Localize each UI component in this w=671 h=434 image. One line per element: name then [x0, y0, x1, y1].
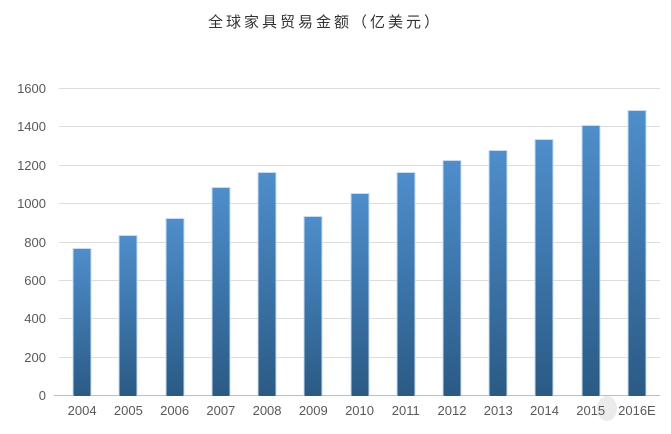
gridline — [59, 88, 660, 89]
x-tick-label-2016E: 2016E — [618, 403, 656, 418]
x-tick-label-2009: 2009 — [298, 403, 328, 418]
bar-cell-2009 — [290, 89, 336, 396]
chart-title: 全球家具贸易金额（亿美元） — [207, 15, 442, 31]
x-tick-label-2014: 2014 — [530, 403, 559, 418]
bar-cell-2006 — [151, 89, 197, 396]
plot-area: 0 200 400 600 800 1000 1200 1400 1600 2004 2005 20… — [17, 82, 660, 418]
bar-2015 — [581, 125, 601, 396]
y-tick-label: 1000 — [17, 196, 46, 212]
bar-2004 — [72, 248, 92, 396]
bar-2016E — [627, 110, 647, 396]
bar-2012 — [442, 160, 462, 396]
bar-cell-2016E — [614, 89, 660, 396]
x-tick-label-2012: 2012 — [437, 403, 467, 418]
bar-cell-2005 — [105, 89, 151, 396]
bars-layer — [59, 89, 660, 396]
bar-cell-2013 — [475, 89, 521, 396]
gridline — [59, 126, 660, 128]
bar-cell-2010 — [336, 89, 382, 396]
bar-cell-2011 — [383, 89, 429, 396]
gridline — [59, 164, 660, 166]
bar-2007 — [211, 186, 231, 396]
bar-2005 — [118, 234, 138, 396]
y-tick-label: 1400 — [17, 119, 46, 135]
bar-cell-2015 — [568, 89, 614, 396]
bar-2006 — [165, 217, 185, 396]
bar-2013 — [488, 150, 508, 396]
y-tick-label: 800 — [24, 234, 46, 250]
y-tick-label: 1600 — [17, 81, 46, 96]
bar-2014 — [534, 138, 554, 396]
x-tick-label-2008: 2008 — [252, 403, 282, 418]
x-tick-label-2010: 2010 — [345, 403, 374, 418]
y-tick-label: 400 — [24, 311, 46, 327]
bar-cell-2014 — [521, 89, 567, 396]
gray-ellipse-artifact — [597, 396, 617, 421]
y-tick-label: 200 — [24, 349, 46, 365]
y-tick-label: 600 — [24, 272, 46, 288]
x-tick-label-2007: 2007 — [206, 403, 236, 418]
x-tick-label-2004: 2004 — [67, 403, 97, 418]
x-tick-label-2013: 2013 — [483, 403, 513, 418]
y-tick-label: 0 — [38, 388, 46, 403]
bar-2011 — [396, 171, 416, 396]
bar-2008 — [257, 171, 277, 396]
x-tick-label-2005: 2005 — [113, 403, 143, 418]
x-tick-label-2011: 2011 — [391, 403, 420, 418]
x-axis-labels: 2004 2005 2006 2007 2008 2009 2010 2011 2012 2013… — [59, 403, 660, 418]
bar-cell-2004 — [59, 89, 105, 396]
x-tick-label-2015: 2015 — [576, 403, 606, 418]
y-tick-label: 1200 — [17, 157, 46, 173]
bar-cell-2007 — [198, 89, 244, 396]
bar-2009 — [303, 215, 323, 396]
x-tick-label-2006: 2006 — [160, 403, 190, 418]
bar-2010 — [350, 192, 370, 396]
bar-cell-2008 — [244, 89, 290, 396]
bar-cell-2012 — [429, 89, 475, 396]
